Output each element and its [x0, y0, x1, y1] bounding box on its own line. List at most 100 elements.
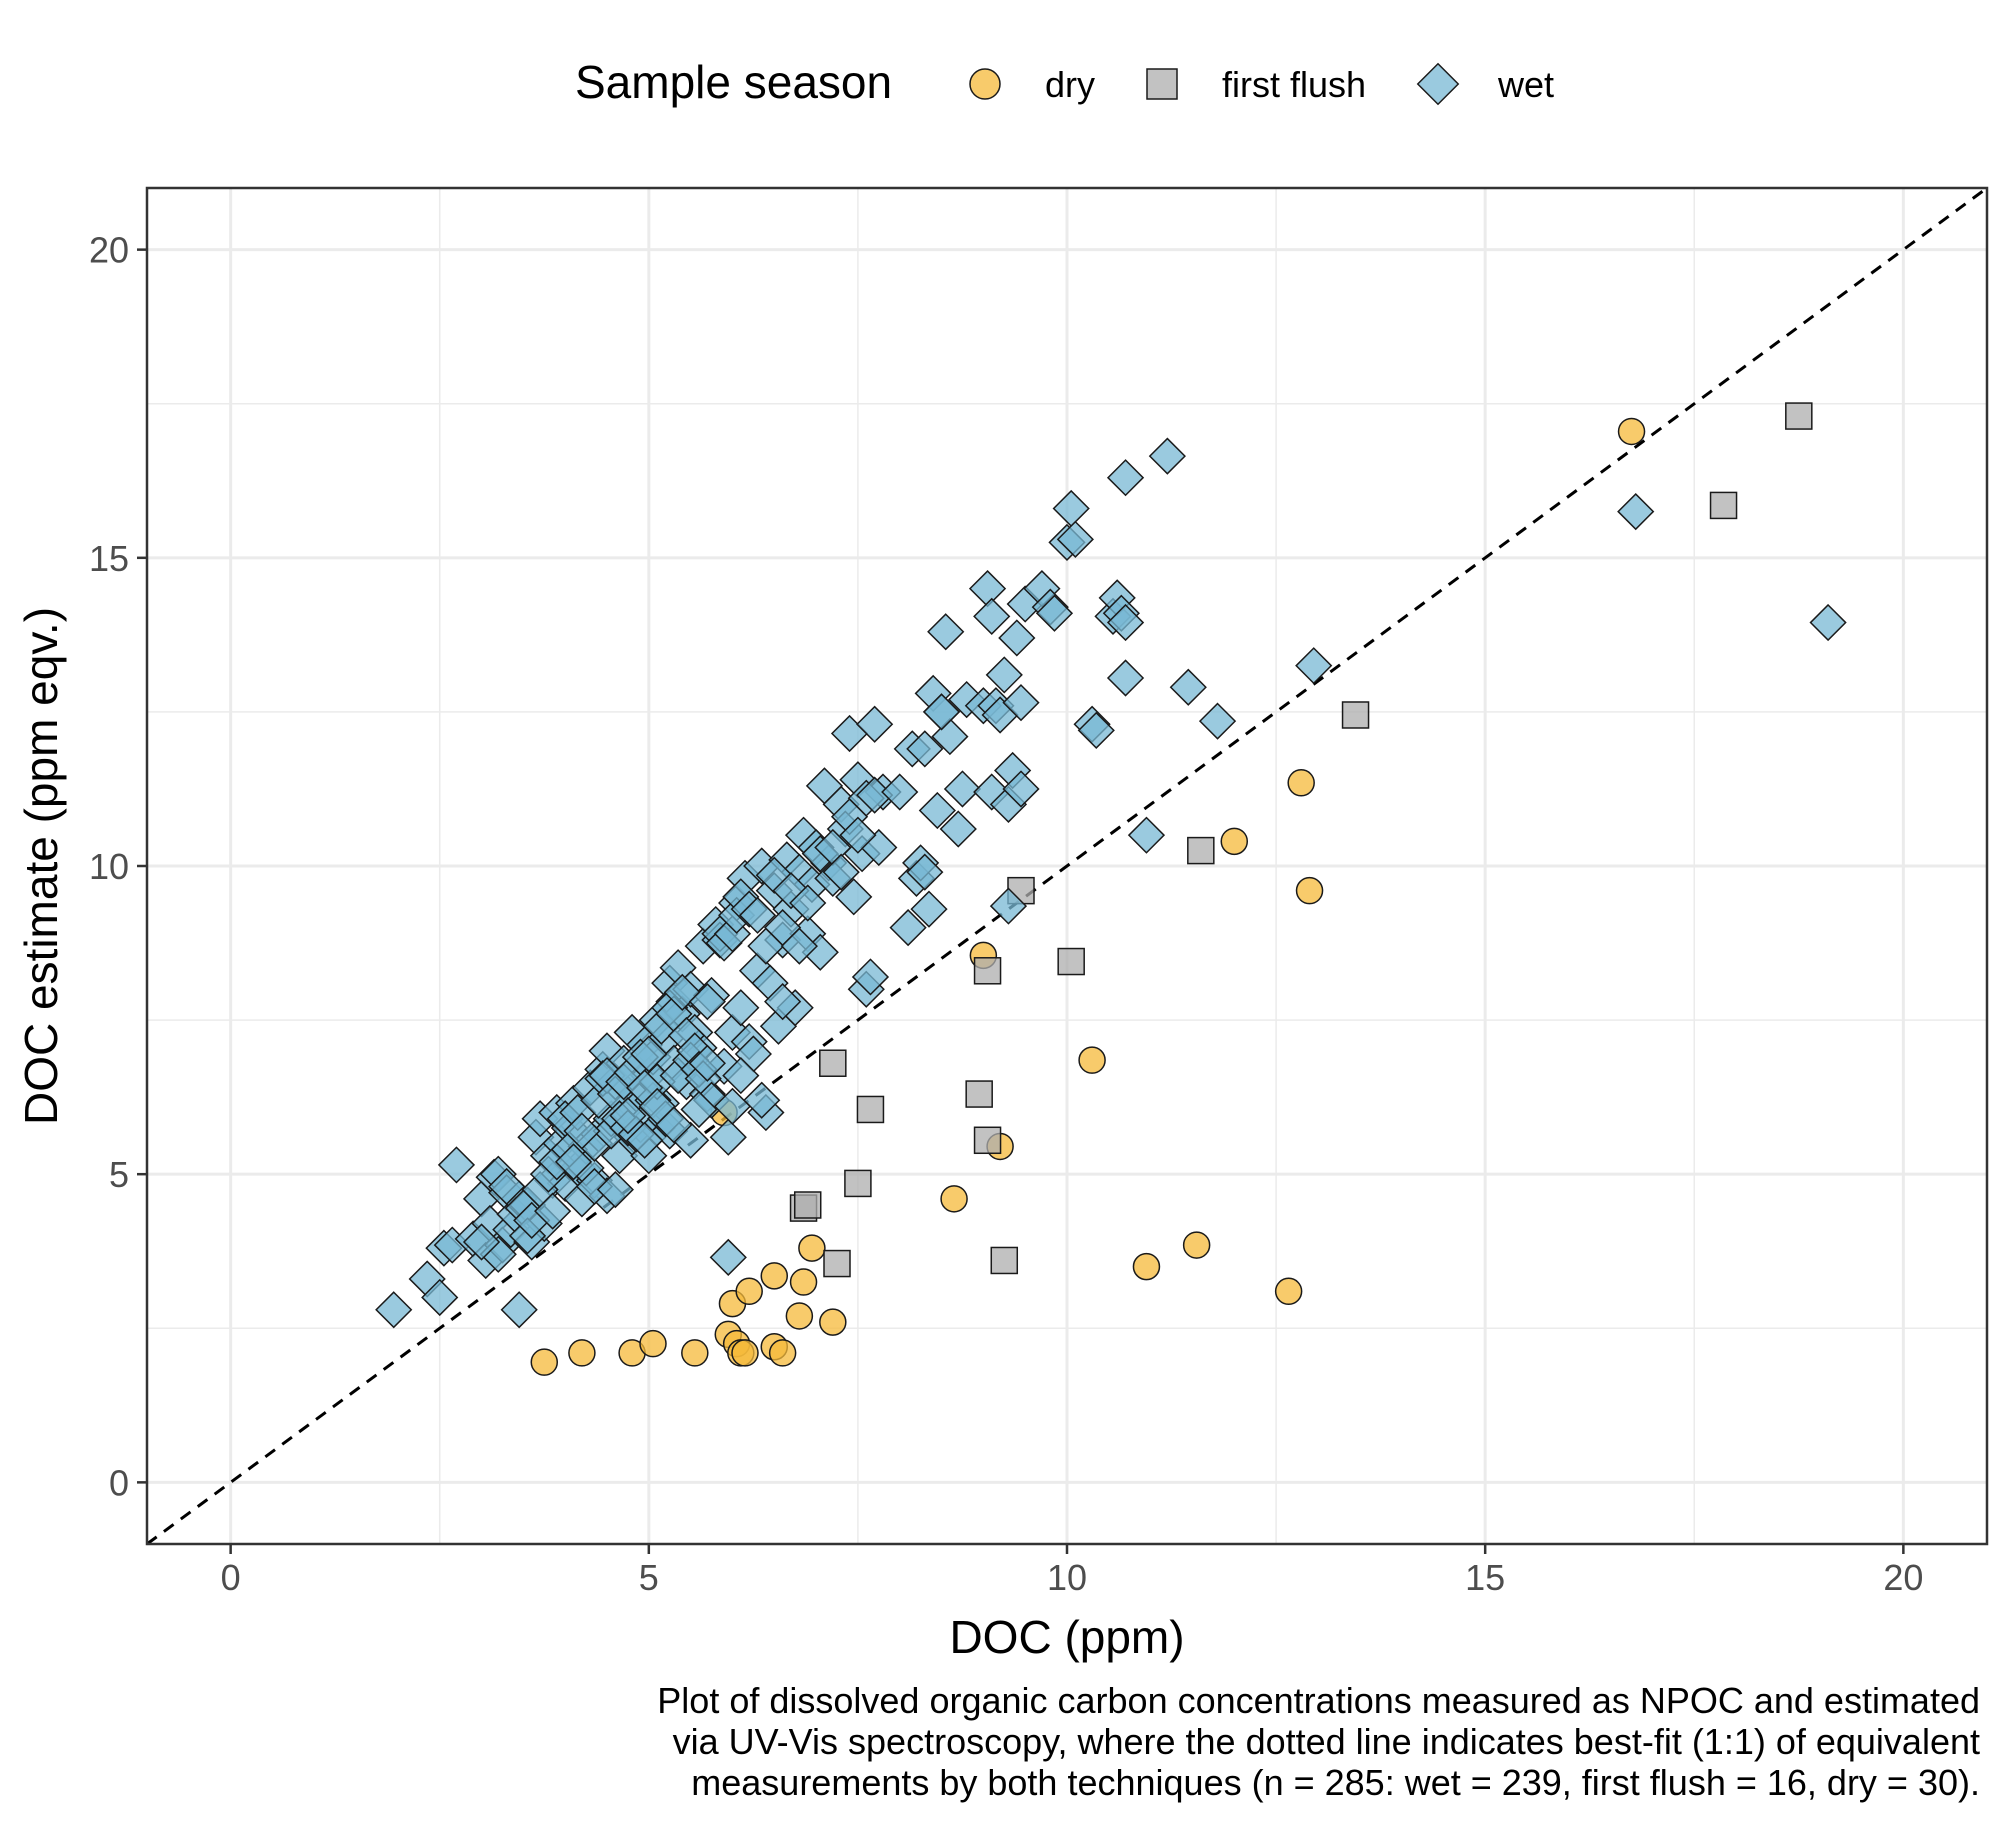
wet-point — [1127, 816, 1166, 854]
wet-point — [437, 1146, 476, 1184]
legend-item-dry: dry — [969, 64, 1095, 105]
dry-point — [681, 1339, 709, 1367]
first-flush-point — [819, 1049, 847, 1077]
wet-point — [709, 1238, 747, 1277]
y-tick-label: 5 — [109, 1154, 129, 1195]
first-flush-point — [1785, 402, 1813, 430]
wet-point — [500, 1291, 538, 1329]
dry-point — [1132, 1252, 1161, 1281]
wet-point — [596, 1170, 634, 1209]
dry-point — [819, 1308, 847, 1336]
wet-point — [375, 1291, 413, 1329]
dry-point — [1295, 876, 1324, 905]
dry-point — [1182, 1231, 1211, 1259]
wet-point — [1617, 492, 1655, 531]
dry-point — [785, 1302, 814, 1330]
wet-point — [1002, 770, 1040, 808]
wet-point — [851, 958, 890, 996]
x-axis: 0 5 10 15 20 — [221, 1544, 1923, 1598]
legend-key-square — [1146, 68, 1178, 100]
series-wet — [375, 437, 1847, 1329]
wet-point — [626, 1121, 664, 1159]
wet-point — [722, 1056, 760, 1095]
wet-point — [906, 853, 944, 891]
x-tick-label: 0 — [221, 1557, 241, 1598]
wet-point — [985, 656, 1023, 694]
figure-caption: Plot of dissolved organic carbon concent… — [480, 1680, 1980, 1803]
first-flush-point — [844, 1169, 872, 1198]
wet-point — [1148, 437, 1186, 475]
dry-point — [1287, 769, 1315, 797]
legend-item-wet: wet — [1416, 62, 1554, 106]
wet-point — [554, 1143, 593, 1181]
dry-point — [1274, 1277, 1303, 1306]
first-flush-point — [823, 1249, 851, 1278]
x-axis-label: DOC (ppm) — [949, 1611, 1184, 1663]
wet-point — [939, 810, 977, 848]
caption-line-3: measurements by both techniques (n = 285… — [691, 1762, 1980, 1803]
wet-point — [563, 1112, 601, 1150]
dry-point — [768, 1339, 797, 1367]
wet-point — [856, 705, 894, 743]
wet-point — [822, 853, 860, 891]
wet-point — [772, 872, 810, 910]
wet-point — [906, 730, 944, 768]
wet-point — [943, 770, 982, 808]
wet-point — [1077, 711, 1115, 750]
caption-line-2: via UV-Vis spectroscopy, where the dotte… — [672, 1721, 1980, 1762]
dry-point — [1617, 417, 1646, 446]
dry-point — [530, 1348, 559, 1376]
wet-point — [839, 816, 877, 854]
wet-point — [780, 927, 818, 965]
y-tick-label: 10 — [89, 846, 129, 887]
x-tick-label: 20 — [1883, 1557, 1923, 1598]
wet-point — [1106, 603, 1145, 642]
wet-point — [738, 896, 777, 934]
first-flush-point — [1057, 947, 1085, 976]
dry-point — [789, 1268, 818, 1296]
wet-point — [998, 619, 1036, 657]
x-tick-label: 15 — [1465, 1557, 1505, 1598]
wet-point — [881, 773, 919, 811]
dry-point — [1078, 1046, 1106, 1074]
first-flush-point — [973, 1126, 1002, 1155]
legend-item-label: first flush — [1222, 64, 1366, 105]
legend: Sample season dry first flush wet — [575, 56, 1554, 108]
wet-point — [462, 1223, 501, 1261]
x-tick-label: 10 — [1047, 1557, 1087, 1598]
wet-point — [655, 1106, 693, 1144]
wet-point — [889, 909, 927, 947]
y-tick-label: 15 — [89, 538, 129, 579]
first-flush-point — [1187, 836, 1215, 865]
wet-point — [989, 887, 1028, 925]
legend-key-circle — [969, 68, 1001, 100]
wet-point — [1169, 668, 1207, 706]
series-dry — [530, 417, 1646, 1376]
dry-point — [940, 1185, 968, 1213]
dry-point — [639, 1329, 667, 1358]
dry-point — [568, 1339, 596, 1367]
first-flush-point — [965, 1080, 993, 1108]
wet-point — [421, 1278, 459, 1317]
wet-point — [789, 884, 827, 922]
wet-point — [1106, 459, 1145, 497]
reference-line-1-to-1 — [146, 186, 1988, 1546]
y-tick-label: 20 — [89, 230, 129, 271]
first-flush-point — [1709, 491, 1738, 520]
first-flush-point — [793, 1191, 822, 1219]
wet-point — [1002, 684, 1040, 722]
dry-point — [735, 1277, 763, 1306]
legend-item-label: dry — [1045, 64, 1095, 105]
wet-point — [688, 1044, 726, 1082]
legend-title: Sample season — [575, 56, 892, 108]
wet-point — [835, 878, 873, 916]
legend-key-diamond — [1416, 62, 1460, 106]
caption-line-1: Plot of dissolved organic carbon concent… — [657, 1680, 1980, 1721]
wet-point — [1056, 520, 1094, 558]
y-axis: 0 5 10 15 20 — [89, 230, 147, 1503]
first-flush-point — [856, 1095, 885, 1124]
y-tick-label: 0 — [109, 1462, 129, 1503]
wet-point — [534, 1192, 572, 1230]
wet-point — [1809, 603, 1847, 642]
